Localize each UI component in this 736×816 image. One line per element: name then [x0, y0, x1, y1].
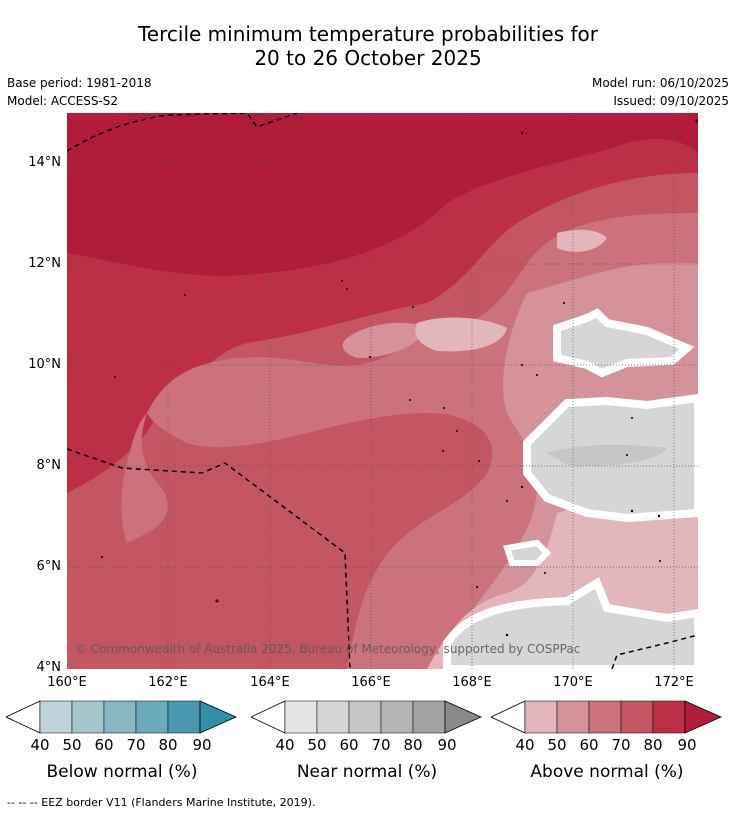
tick: 40 [30, 736, 50, 754]
colorbar-swatch [284, 700, 318, 734]
lon-label-172: 172°E [654, 675, 694, 690]
colorbar-swatch [316, 700, 350, 734]
colorbar-swatch [588, 700, 622, 734]
lat-label-10: 10°N [28, 357, 61, 372]
lat-label-6: 6°N [36, 559, 62, 574]
zone-near-normal-north [553, 308, 695, 378]
tick: 40 [515, 736, 535, 754]
tick: 80 [158, 736, 178, 754]
tick: 70 [611, 736, 631, 754]
tick: 50 [547, 736, 567, 754]
lon-label-162: 162°E [148, 675, 188, 690]
tick: 60 [579, 736, 599, 754]
lat-label-8: 8°N [36, 458, 62, 473]
map-title: Tercile minimum temperature probabilitie… [0, 22, 736, 70]
colorbar-swatch [167, 700, 201, 734]
copyright-notice: © Commonwealth of Australia 2025, Bureau… [75, 642, 581, 656]
colorbar-swatch [380, 700, 414, 734]
lon-label-166: 166°E [351, 675, 391, 690]
lon-label-170: 170°E [553, 675, 593, 690]
tick: 90 [677, 736, 697, 754]
colorbar-swatch [199, 700, 237, 734]
colorbar-swatch [412, 700, 446, 734]
colorbar-swatch [556, 700, 590, 734]
colorbar-swatch [348, 700, 382, 734]
lat-label-4: 4°N [36, 660, 62, 675]
legend-below-normal: 40 50 60 70 80 90 Below normal (%) [5, 700, 238, 782]
colorbar-below [5, 700, 237, 734]
legend-caption-above: Above normal (%) [530, 762, 684, 782]
model-run: Model run: 06/10/2025 [591, 76, 729, 90]
zone-above-40-north [557, 229, 607, 252]
colorbar-swatch [444, 700, 482, 734]
eez-borders [67, 113, 698, 669]
meta-left: Base period: 1981-2018 Model: ACCESS-S2 [7, 74, 152, 110]
tick: 70 [126, 736, 146, 754]
tick: 60 [94, 736, 114, 754]
colorbar-swatch [524, 700, 558, 734]
probability-map [67, 113, 698, 669]
colorbar-swatch [39, 700, 73, 734]
tick: 90 [192, 736, 212, 754]
zone-near-normal-south [443, 577, 698, 669]
colorbar-above [490, 700, 722, 734]
zone-above-50-small [342, 322, 427, 358]
colorbar-swatch [652, 700, 686, 734]
lon-label-168: 168°E [452, 675, 492, 690]
legend-above-normal: 40 50 60 70 80 90 Above normal (%) [490, 700, 723, 782]
eez-footnote: -- -- -- EEZ border V11 (Flanders Marine… [7, 796, 316, 809]
tick: 90 [437, 736, 457, 754]
tick: 50 [62, 736, 82, 754]
colorbar-swatch [620, 700, 654, 734]
lat-label-14: 14°N [28, 155, 61, 170]
colorbar-swatch [71, 700, 105, 734]
tick: 50 [307, 736, 327, 754]
tick: 40 [275, 736, 295, 754]
colorbar-swatch [103, 700, 137, 734]
legend-near-normal: 40 50 60 70 80 90 Near normal (%) [250, 700, 483, 782]
base-period: Base period: 1981-2018 [7, 76, 152, 90]
colorbar-swatch [135, 700, 169, 734]
tick: 70 [371, 736, 391, 754]
islands [101, 119, 698, 637]
tick: 80 [403, 736, 423, 754]
issued-date: Issued: 09/10/2025 [613, 94, 729, 108]
colorbar-near [250, 700, 482, 734]
colorbar-swatch [684, 700, 722, 734]
lat-label-12: 12°N [28, 256, 61, 271]
tick: 60 [339, 736, 359, 754]
legend-caption-below: Below normal (%) [46, 762, 198, 782]
model-name: Model: ACCESS-S2 [7, 94, 119, 108]
lon-label-164: 164°E [250, 675, 290, 690]
legend-caption-near: Near normal (%) [296, 762, 438, 782]
zone-above-40-patch [415, 317, 507, 352]
zone-near-normal-inner [547, 444, 667, 466]
zone-above-60-west [121, 413, 168, 543]
map-svg [67, 113, 698, 669]
lon-label-160: 160°E [47, 675, 87, 690]
zone-near-normal-small [503, 539, 552, 566]
meta-right: Model run: 06/10/2025 Issued: 09/10/2025 [592, 74, 729, 110]
map-grid [67, 113, 698, 669]
tick: 80 [643, 736, 663, 754]
title-line-1: Tercile minimum temperature probabilitie… [137, 22, 599, 46]
title-line-2: 20 to 26 October 2025 [254, 46, 482, 70]
